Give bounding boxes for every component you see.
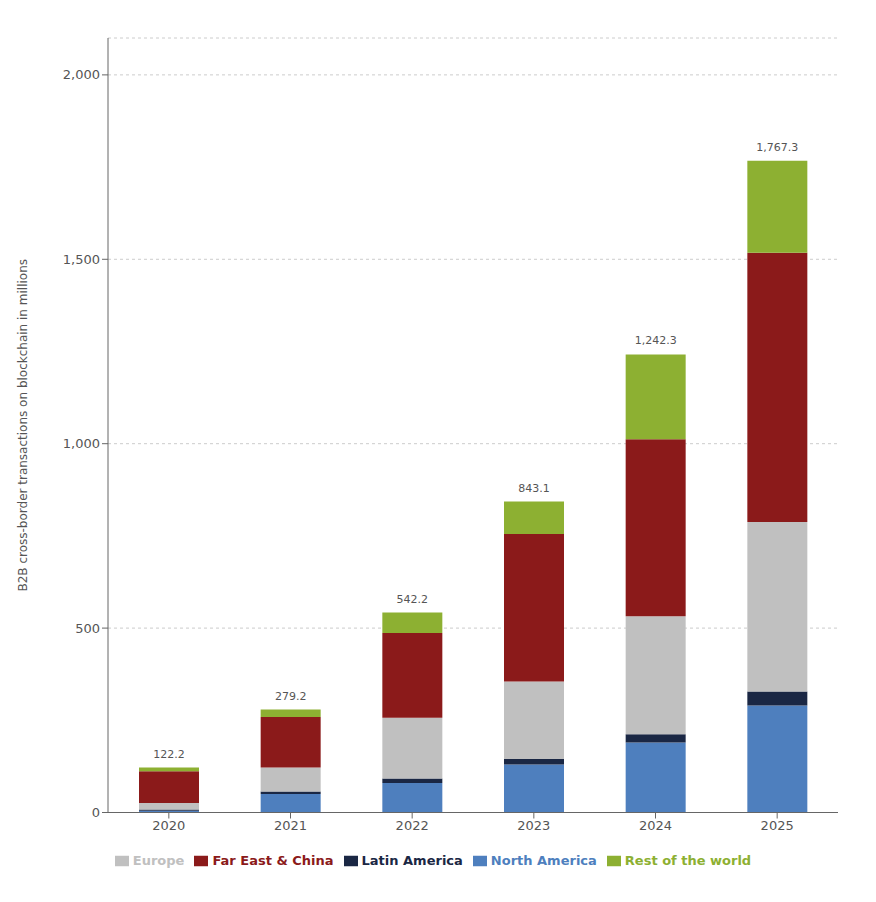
html-text:Latin America: Latin America: [361, 852, 463, 868]
svg-text:2020: 2020: [152, 818, 185, 833]
html-text:Rest of the world: Rest of the world: [624, 852, 752, 868]
svg-text:2022: 2022: [396, 818, 429, 833]
svg-text:2025: 2025: [761, 818, 794, 833]
svg-text:1,242.3: 1,242.3: [635, 334, 677, 347]
svg-text:B2B cross-border transactions: B2B cross-border transactions on blockch…: [16, 259, 30, 592]
svg-text:1,767.3: 1,767.3: [756, 141, 798, 154]
html-text:North America: North America: [490, 852, 597, 868]
svg-text:2023: 2023: [517, 818, 550, 833]
svg-text:843.1: 843.1: [518, 482, 550, 495]
svg-text:122.2: 122.2: [153, 748, 185, 761]
html-text:Europe: Europe: [132, 852, 185, 868]
svg-text:1,000: 1,000: [63, 436, 100, 451]
html-text:Far East & China: Far East & China: [212, 852, 334, 868]
svg-text:1,500: 1,500: [63, 252, 100, 267]
svg-text:279.2: 279.2: [275, 690, 307, 703]
svg-text:542.2: 542.2: [397, 593, 429, 606]
svg-text:2,000: 2,000: [63, 67, 100, 82]
svg-text:2021: 2021: [274, 818, 307, 833]
svg-text:500: 500: [75, 621, 100, 636]
svg-text:2024: 2024: [639, 818, 672, 833]
svg-text:0: 0: [92, 805, 100, 820]
